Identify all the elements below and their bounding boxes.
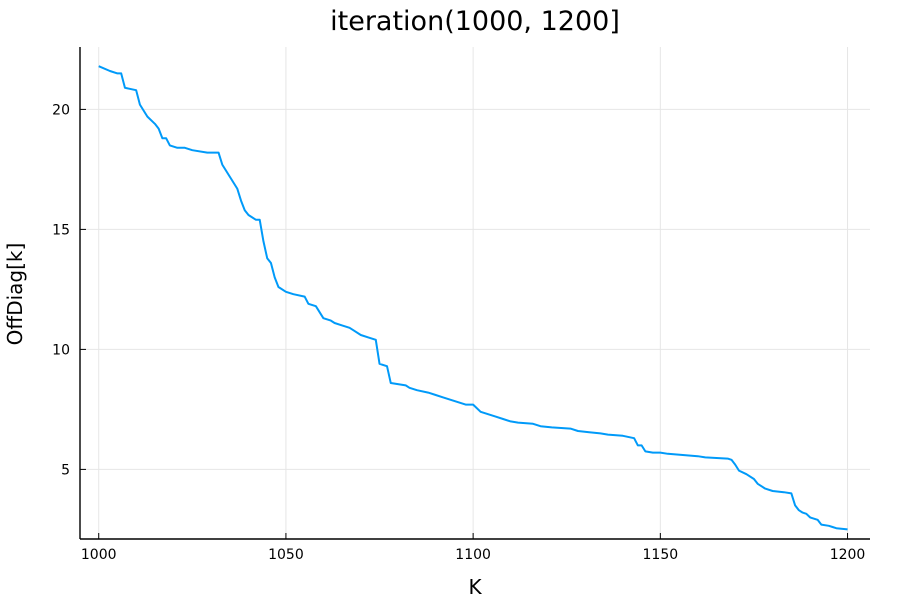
grid [80, 47, 870, 539]
x-tick-label: 1150 [643, 547, 679, 563]
y-tick-label: 15 [52, 222, 70, 238]
x-axis-label: K [468, 575, 482, 599]
x-tick-label: 1100 [455, 547, 491, 563]
series-layer [98, 65, 848, 531]
x-tick-label: 1000 [81, 547, 117, 563]
x-tick-label: 1200 [830, 547, 866, 563]
y-axis-ticks: 5 10 15 20 [52, 102, 86, 478]
series-line-1 [98, 65, 848, 531]
x-tick-label: 1050 [268, 547, 304, 563]
y-tick-label: 5 [61, 462, 70, 478]
x-axis-ticks: 1000 1050 1100 1150 1200 [81, 533, 865, 563]
chart-title: iteration(1000, 1200] [330, 6, 620, 37]
y-tick-label: 20 [52, 102, 70, 118]
y-axis-label: OffDiag[k] [3, 243, 27, 346]
y-tick-label: 10 [52, 342, 70, 358]
